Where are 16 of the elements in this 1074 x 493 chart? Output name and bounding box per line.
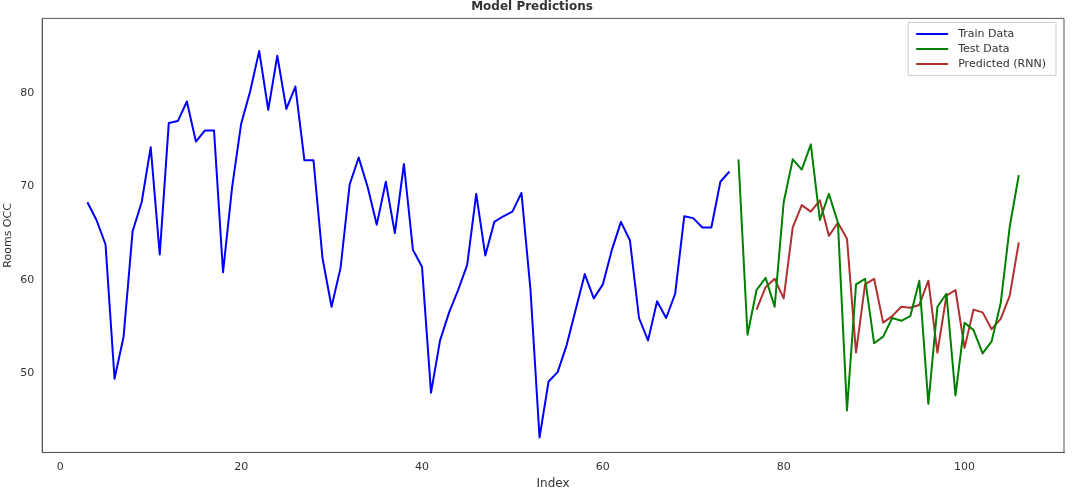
x-tick-label: 60: [595, 459, 610, 473]
x-tick-label: 80: [776, 459, 791, 473]
x-axis-title: Index: [536, 475, 570, 490]
y-tick-label: 50: [20, 365, 35, 379]
y-tick-label: 80: [20, 85, 35, 99]
y-axis-title: Rooms OCC: [1, 202, 15, 268]
x-tick-label: 40: [414, 459, 429, 473]
x-tick-label: 100: [954, 459, 976, 473]
legend-label: Predicted (RNN): [958, 56, 1047, 70]
y-tick-label: 70: [20, 179, 35, 193]
x-tick-label: 0: [56, 459, 64, 473]
legend-label: Train Data: [957, 26, 1015, 40]
x-tick-label: 20: [234, 459, 249, 473]
legend-label: Test Data: [957, 41, 1010, 55]
y-tick-label: 60: [20, 272, 35, 286]
chart-title: Model Predictions: [471, 0, 593, 14]
